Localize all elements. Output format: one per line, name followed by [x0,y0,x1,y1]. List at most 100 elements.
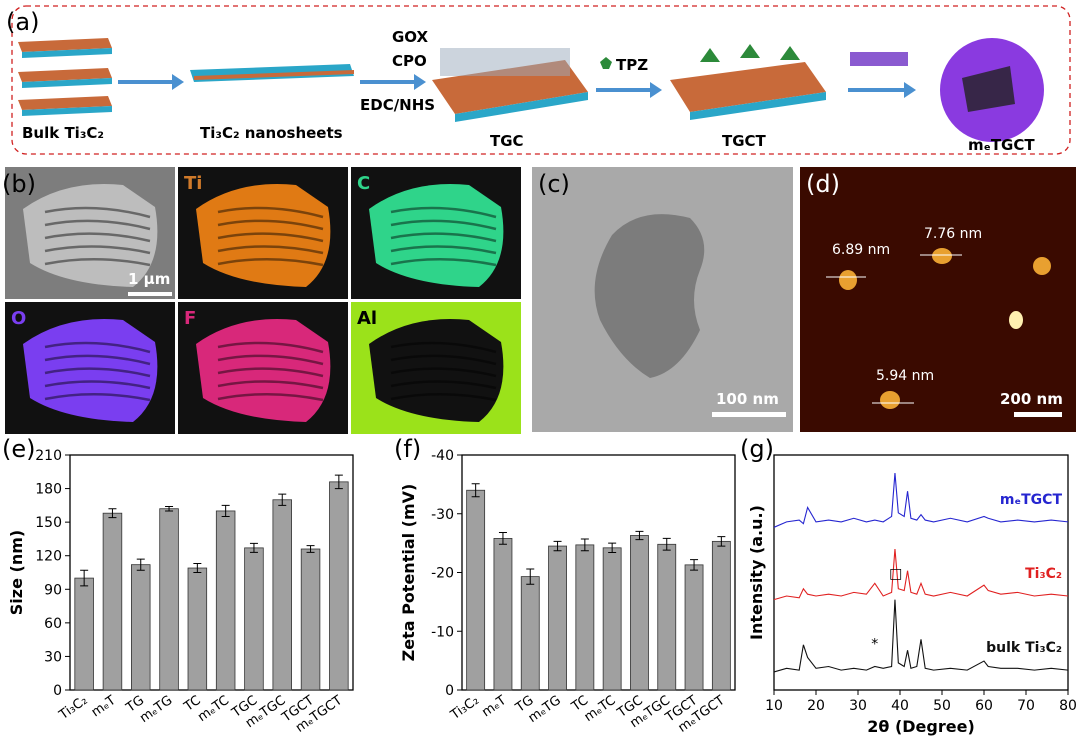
flake [196,319,331,422]
y-axis-label: Size (nm) [7,530,26,615]
scheme-frame [11,5,1071,155]
flake-groove [44,232,151,243]
scale-label: 200 nm [1000,390,1063,408]
xrd-trace [773,473,1069,528]
error-bar [526,568,535,585]
tgc-sheet [432,48,588,122]
x-tick-label: mₑT [89,693,119,720]
flake-groove [390,206,497,219]
y-axis-label: Zeta Potential (mV) [399,484,418,662]
flake [369,319,504,422]
y-tick-label: -10 [431,624,454,640]
bar [520,576,540,691]
x-tick-label: 30 [849,698,867,714]
flake [369,184,504,287]
tem-particle [594,214,705,378]
x-tick-label: mₑTC [195,693,232,725]
bar [159,508,179,691]
bar [466,489,486,691]
flake-groove [390,367,497,378]
flake-groove [44,206,151,219]
bar [575,544,595,691]
error-bar [635,530,644,541]
error-bar [165,505,174,512]
x-tick-label: mₑTG [137,693,175,726]
y-tick-label: -20 [431,566,454,582]
error-bar [136,558,145,571]
error-bar [717,536,726,547]
y-tick-label: 0 [53,683,62,699]
flake-groove [217,232,324,243]
flake-groove [390,232,497,243]
error-bar [278,493,287,506]
error-bar [193,563,202,573]
y-tick-label: 210 [35,448,62,464]
x-tick-label: mₑT [479,693,509,720]
error-bar [580,538,589,552]
error-bar [662,537,671,551]
afm-image [800,167,1076,432]
series-label: bulk Ti₃C₂ [986,640,1062,656]
bar [329,481,349,691]
bar [493,538,513,691]
bar [215,510,236,691]
flake [196,184,331,287]
xrd-trace [773,548,1069,601]
bar [684,564,704,691]
scheme-label: EDC/NHS [360,96,435,114]
flake-groove [390,380,497,390]
flake-groove [44,219,151,231]
arrows [118,74,916,98]
y-tick-label: 0 [445,683,454,699]
xrd-trace [773,599,1069,673]
map-label: Ti [184,173,202,194]
error-bar [498,532,507,545]
error-bar [108,508,117,519]
map-label: C [357,173,370,194]
map-label: O [11,308,26,329]
x-axis-label: 2θ (Degree) [867,717,975,736]
flake-groove [44,354,151,366]
series-label: mₑTGCT [1000,492,1063,508]
panel-label: (b) [2,170,36,198]
bar [711,540,731,691]
y-tick-label: 180 [35,482,62,498]
y-tick-label: -40 [431,448,454,464]
y-tick-label: 60 [44,616,62,632]
plot-frame [69,454,354,691]
afm-particles [839,248,1051,409]
panel-label: (g) [740,435,774,463]
flake-groove [217,341,324,354]
membrane-piece [850,52,908,66]
error-bar [306,545,315,553]
scale-bar [1014,412,1062,417]
bar [300,548,321,691]
panel-label: (f) [394,435,421,463]
y-tick-label: 30 [44,649,62,665]
flake-groove [217,219,324,231]
bar [244,547,264,691]
x-tick-label: 60 [975,698,993,714]
tpz-icon [600,57,612,69]
map-label: F [184,308,196,329]
x-tick-label: 10 [765,698,783,714]
y-tick-label: 120 [35,549,62,565]
height-label: 7.76 nm [924,226,982,242]
flake-groove [390,257,497,267]
flake-groove [390,219,497,231]
y-axis-label: Intensity (a.u.) [747,505,766,640]
flake-groove [217,392,324,402]
bar [657,543,677,691]
panel-label: (a) [6,8,39,36]
x-tick-label: mₑTC [582,693,619,725]
error-bar [249,542,258,553]
series-label: Ti₃C₂ [1025,566,1062,582]
height-label: 5.94 nm [876,368,934,384]
bar [74,577,94,691]
flake-groove [44,257,151,267]
tgct-sheet [670,44,826,120]
x-tick-label: 20 [807,698,825,714]
height-label: 6.89 nm [832,242,890,258]
y-tick-label: -30 [431,507,454,523]
